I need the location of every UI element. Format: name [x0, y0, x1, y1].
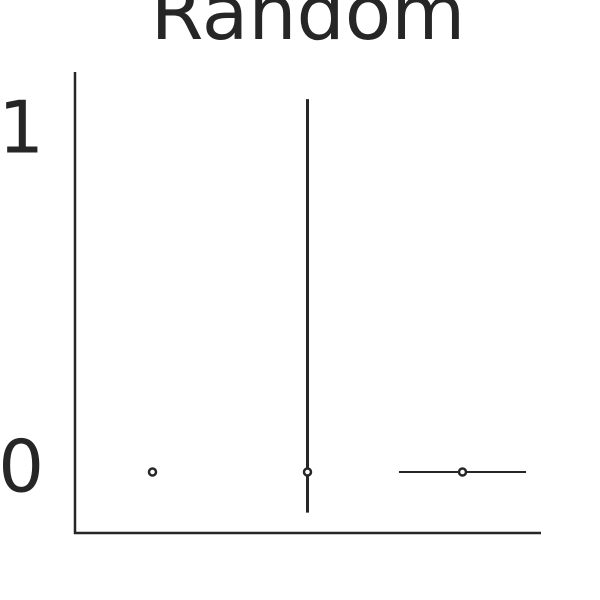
- y-tick-label: 0: [0, 425, 44, 509]
- median-point: [302, 467, 313, 477]
- median-point: [147, 467, 158, 477]
- chart-title: Random: [151, 0, 466, 57]
- median-point: [457, 467, 468, 477]
- y-tick-label: 1: [0, 86, 44, 170]
